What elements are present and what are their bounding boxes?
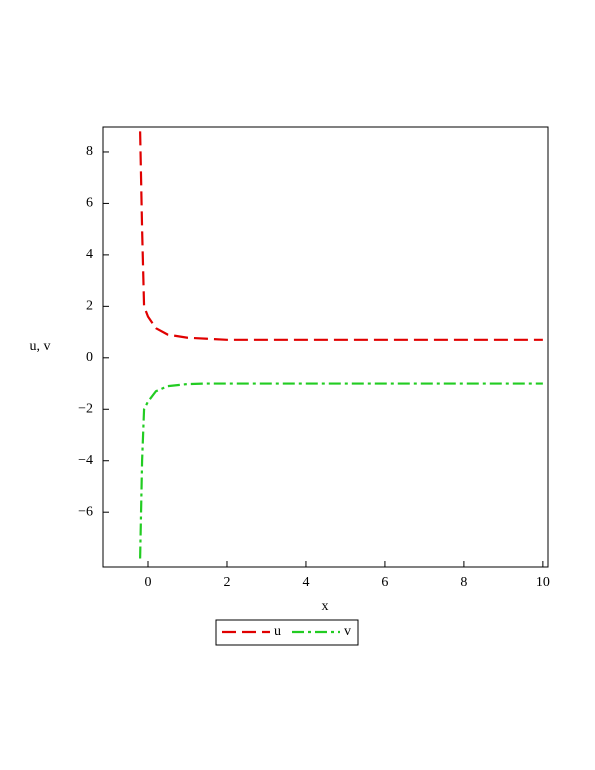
x-tick-label: 10 <box>536 575 550 590</box>
x-tick-label: 4 <box>302 575 309 590</box>
x-axis-label: x <box>322 599 329 614</box>
y-tick-label: 6 <box>86 196 93 211</box>
legend <box>215 619 359 646</box>
series-line <box>139 131 543 341</box>
y-tick-label: 8 <box>86 144 93 159</box>
x-tick-label: 8 <box>460 575 467 590</box>
legend-label: v <box>344 624 351 639</box>
x-tick-label: 6 <box>381 575 388 590</box>
y-tick-label: 4 <box>86 247 93 262</box>
y-tick-label: −4 <box>78 453 93 468</box>
plot-frame <box>102 126 549 568</box>
y-tick-label: −6 <box>78 504 93 519</box>
x-tick-label: 2 <box>223 575 230 590</box>
y-tick-label: −2 <box>78 401 93 416</box>
y-tick-label: 2 <box>86 299 93 314</box>
y-tick-label: 0 <box>86 350 93 365</box>
x-tick-label: 0 <box>145 575 152 590</box>
y-axis-label: u, v <box>30 339 51 354</box>
series-line <box>139 382 543 559</box>
legend-label: u <box>274 624 281 639</box>
